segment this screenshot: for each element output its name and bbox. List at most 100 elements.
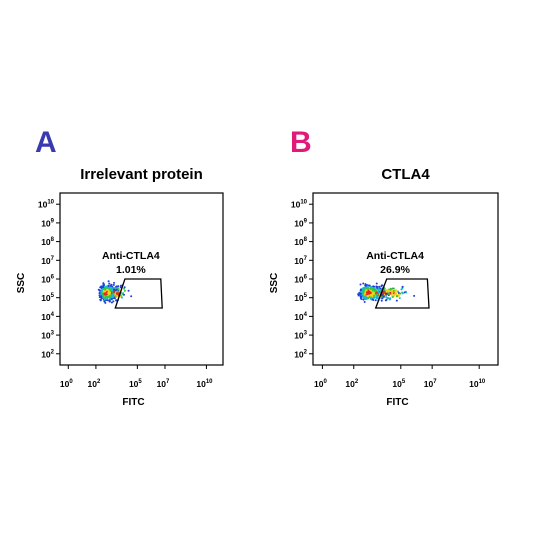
event-point <box>109 288 112 291</box>
event-point <box>104 296 107 299</box>
y-axis-label: SSC <box>16 273 27 294</box>
tick-exponent: 5 <box>138 379 142 385</box>
event-point <box>112 290 116 293</box>
tick-exponent: 2 <box>51 349 55 355</box>
event-point <box>360 290 363 293</box>
event-point <box>384 292 387 295</box>
y-tick-label: 108 <box>41 237 54 247</box>
event-point <box>107 291 110 295</box>
event-point <box>115 299 118 302</box>
tick-base: 10 <box>38 200 48 210</box>
tick-exponent: 6 <box>304 275 308 281</box>
event-point <box>110 301 113 304</box>
event-point <box>372 289 375 292</box>
event-point <box>385 290 389 293</box>
event-point <box>378 285 381 288</box>
event-point <box>413 294 416 297</box>
event-point <box>392 289 395 292</box>
event-point <box>372 285 375 288</box>
tick-exponent: 2 <box>97 379 101 385</box>
event-point <box>375 282 378 285</box>
x-tick-label: 107 <box>157 379 170 389</box>
event-point <box>123 286 126 289</box>
event-point <box>363 296 366 299</box>
event-point <box>397 290 400 293</box>
x-tick-label: 105 <box>392 379 405 389</box>
tick-exponent: 10 <box>206 379 213 385</box>
event-point <box>377 291 380 294</box>
tick-base: 10 <box>345 379 355 389</box>
x-tick-label: 107 <box>424 379 437 389</box>
tick-exponent: 10 <box>47 200 54 206</box>
y-tick-label: 109 <box>294 218 307 228</box>
tick-exponent: 7 <box>433 379 437 385</box>
tick-base: 10 <box>88 379 98 389</box>
tick-exponent: 5 <box>304 293 308 299</box>
tick-base: 10 <box>41 275 51 285</box>
event-point <box>362 298 365 301</box>
event-point <box>111 289 114 292</box>
event-point <box>362 282 365 285</box>
event-point <box>98 292 101 295</box>
event-point <box>119 284 122 287</box>
gate-percent: 26.9% <box>380 264 410 276</box>
event-point <box>117 285 120 288</box>
event-point <box>363 301 366 304</box>
tick-exponent: 6 <box>51 275 55 281</box>
event-point <box>104 301 107 304</box>
event-point <box>359 296 362 299</box>
event-point <box>379 287 382 290</box>
event-point <box>110 283 113 286</box>
event-point <box>112 284 115 287</box>
event-point <box>117 287 120 290</box>
event-point <box>98 289 101 292</box>
event-point <box>102 294 105 297</box>
tick-base: 10 <box>314 379 324 389</box>
event-point <box>366 285 369 288</box>
tick-exponent: 2 <box>355 379 359 385</box>
tick-base: 10 <box>41 293 51 303</box>
y-tick-label: 102 <box>294 349 307 359</box>
event-point <box>383 287 386 290</box>
event-point <box>103 298 106 301</box>
tick-exponent: 9 <box>51 218 55 224</box>
event-point <box>110 297 113 300</box>
event-point <box>108 286 111 289</box>
tick-base: 10 <box>294 349 304 359</box>
tick-base: 10 <box>294 293 304 303</box>
tick-exponent: 0 <box>323 379 327 385</box>
event-point <box>395 295 398 298</box>
tick-exponent: 3 <box>51 331 55 337</box>
tick-base: 10 <box>60 379 70 389</box>
y-tick-label: 106 <box>41 275 54 285</box>
tick-base: 10 <box>41 331 51 341</box>
y-tick-label: 103 <box>41 331 54 341</box>
event-point <box>100 290 103 293</box>
event-cloud <box>97 280 133 304</box>
tick-exponent: 9 <box>304 218 308 224</box>
tick-exponent: 4 <box>304 312 308 318</box>
tick-exponent: 10 <box>300 200 307 206</box>
tick-exponent: 7 <box>166 379 170 385</box>
chart-title: CTLA4 <box>381 166 430 183</box>
event-point <box>377 290 380 293</box>
tick-base: 10 <box>469 379 479 389</box>
tick-exponent: 5 <box>51 293 55 299</box>
event-point <box>372 298 375 301</box>
event-point <box>381 297 384 300</box>
x-tick-label: 1010 <box>196 379 213 389</box>
tick-base: 10 <box>196 379 206 389</box>
event-point <box>364 283 367 286</box>
event-point <box>385 298 388 301</box>
x-axis-label: FITC <box>386 397 408 408</box>
event-point <box>98 294 101 297</box>
event-point <box>374 290 377 293</box>
event-point <box>103 292 107 296</box>
tick-base: 10 <box>41 237 51 247</box>
event-point <box>388 292 391 295</box>
event-point <box>362 291 365 294</box>
tick-exponent: 8 <box>304 237 308 243</box>
y-tick-label: 109 <box>41 218 54 228</box>
